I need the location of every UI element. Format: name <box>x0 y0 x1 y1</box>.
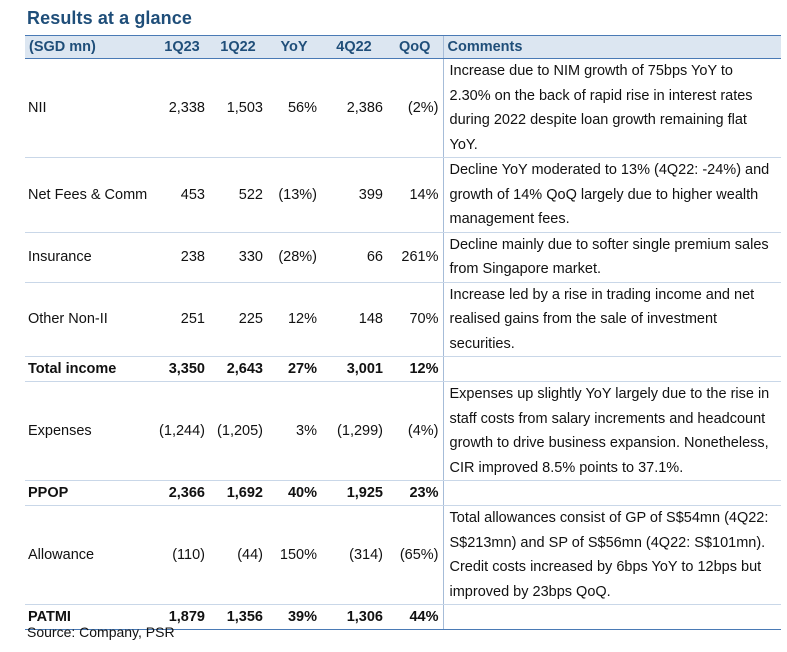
header-sgd-mn: (SGD mn) <box>25 35 155 59</box>
cell-qoq: (2%) <box>387 58 443 158</box>
cell-1q23: 238 <box>155 232 209 283</box>
source-note: Source: Company, PSR <box>27 624 175 640</box>
cell-4q22: (1,299) <box>321 381 387 481</box>
table-row-allowance: Allowance (110) (44) 150% (314) (65%) To… <box>25 505 781 605</box>
page-title: Results at a glance <box>27 8 192 28</box>
cell-4q22: 399 <box>321 157 387 233</box>
cell-1q23: 3,350 <box>155 356 209 382</box>
cell-1q22: 2,643 <box>209 356 267 382</box>
cell-qoq: 14% <box>387 157 443 233</box>
cell-1q22: 522 <box>209 157 267 233</box>
table-row-insurance: Insurance 238 330 (28%) 66 261% Decline … <box>25 232 781 283</box>
cell-qoq: 12% <box>387 356 443 382</box>
cell-comment: Increase due to NIM growth of 75bps YoY … <box>442 58 781 158</box>
cell-1q23: 2,338 <box>155 58 209 158</box>
cell-1q23: 1,879 <box>155 604 209 630</box>
cell-yoy: (13%) <box>267 157 321 233</box>
header-1q23: 1Q23 <box>155 35 209 59</box>
row-label: Insurance <box>25 232 155 283</box>
row-label: PATMI <box>25 604 155 630</box>
cell-yoy: 12% <box>267 282 321 357</box>
table-header-row: (SGD mn) 1Q23 1Q22 YoY 4Q22 QoQ Comments <box>25 35 781 59</box>
cell-4q22: 3,001 <box>321 356 387 382</box>
cell-yoy: 40% <box>267 480 321 506</box>
cell-1q23: 2,366 <box>155 480 209 506</box>
results-table: (SGD mn) 1Q23 1Q22 YoY 4Q22 QoQ Comments… <box>25 35 781 630</box>
row-label: PPOP <box>25 480 155 506</box>
cell-1q22: (44) <box>209 505 267 605</box>
cell-comment: Increase led by a rise in trading income… <box>442 282 781 357</box>
table-row-total-income: Total income 3,350 2,643 27% 3,001 12% <box>25 356 781 382</box>
cell-4q22: 1,925 <box>321 480 387 506</box>
row-label: Allowance <box>25 505 155 605</box>
cell-yoy: 56% <box>267 58 321 158</box>
header-yoy: YoY <box>267 35 321 59</box>
cell-1q22: 330 <box>209 232 267 283</box>
table-row-nii: NII 2,338 1,503 56% 2,386 (2%) Increase … <box>25 58 781 158</box>
cell-1q22: 1,356 <box>209 604 267 630</box>
table-row-expenses: Expenses (1,244) (1,205) 3% (1,299) (4%)… <box>25 381 781 481</box>
cell-4q22: 148 <box>321 282 387 357</box>
row-label: NII <box>25 58 155 158</box>
cell-comment <box>442 604 781 630</box>
table-row-other-non-ii: Other Non-II 251 225 12% 148 70% Increas… <box>25 282 781 357</box>
cell-yoy: 3% <box>267 381 321 481</box>
cell-qoq: 261% <box>387 232 443 283</box>
row-label: Other Non-II <box>25 282 155 357</box>
cell-qoq: 44% <box>387 604 443 630</box>
cell-qoq: (65%) <box>387 505 443 605</box>
header-comments: Comments <box>442 35 781 59</box>
cell-1q23: (1,244) <box>155 381 209 481</box>
cell-qoq: 23% <box>387 480 443 506</box>
header-qoq: QoQ <box>387 35 443 59</box>
table-row-net-fees: Net Fees & Comm 453 522 (13%) 399 14% De… <box>25 157 781 233</box>
cell-comment: Decline YoY moderated to 13% (4Q22: -24%… <box>442 157 781 233</box>
cell-comment: Expenses up slightly YoY largely due to … <box>442 381 781 481</box>
row-label: Total income <box>25 356 155 382</box>
header-4q22: 4Q22 <box>321 35 387 59</box>
cell-4q22: 1,306 <box>321 604 387 630</box>
cell-comment: Total allowances consist of GP of S$54mn… <box>442 505 781 605</box>
cell-1q22: 225 <box>209 282 267 357</box>
cell-qoq: 70% <box>387 282 443 357</box>
cell-1q23: 453 <box>155 157 209 233</box>
cell-4q22: 66 <box>321 232 387 283</box>
cell-comment <box>442 356 781 382</box>
header-1q22: 1Q22 <box>209 35 267 59</box>
cell-1q22: (1,205) <box>209 381 267 481</box>
cell-4q22: (314) <box>321 505 387 605</box>
cell-yoy: 27% <box>267 356 321 382</box>
cell-1q22: 1,692 <box>209 480 267 506</box>
cell-yoy: 150% <box>267 505 321 605</box>
cell-comment <box>442 480 781 506</box>
cell-yoy: (28%) <box>267 232 321 283</box>
table-row-patmi: PATMI 1,879 1,356 39% 1,306 44% <box>25 604 781 630</box>
cell-1q23: (110) <box>155 505 209 605</box>
cell-qoq: (4%) <box>387 381 443 481</box>
cell-1q22: 1,503 <box>209 58 267 158</box>
cell-4q22: 2,386 <box>321 58 387 158</box>
cell-1q23: 251 <box>155 282 209 357</box>
row-label: Net Fees & Comm <box>25 157 155 233</box>
cell-comment: Decline mainly due to softer single prem… <box>442 232 781 283</box>
row-label: Expenses <box>25 381 155 481</box>
table-row-ppop: PPOP 2,366 1,692 40% 1,925 23% <box>25 480 781 506</box>
cell-yoy: 39% <box>267 604 321 630</box>
